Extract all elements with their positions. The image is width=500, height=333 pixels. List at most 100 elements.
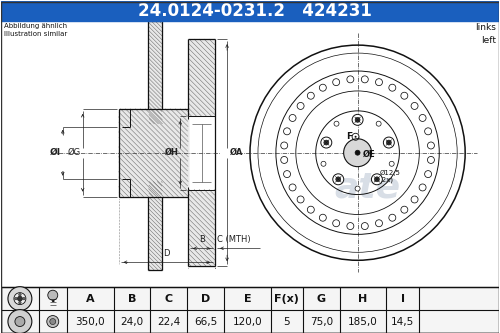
Text: 350,0: 350,0 [76,317,105,327]
Text: 24.0124-0231.2   424231: 24.0124-0231.2 424231 [138,2,372,20]
Circle shape [280,157,287,164]
Circle shape [289,184,296,191]
Text: 185,0: 185,0 [348,317,378,327]
Text: 66,5: 66,5 [194,317,218,327]
Circle shape [352,114,363,125]
Text: B: B [128,294,136,304]
Circle shape [18,293,21,296]
Text: ØG: ØG [68,148,80,157]
Circle shape [354,136,356,138]
Bar [1,1,499,21]
Circle shape [374,177,380,182]
Circle shape [47,316,58,328]
Circle shape [336,177,340,182]
Circle shape [386,140,392,145]
Circle shape [8,310,32,333]
Text: A: A [86,294,94,304]
Text: Abbildung ähnlich
Illustration similar: Abbildung ähnlich Illustration similar [4,23,67,37]
Circle shape [321,137,332,148]
Circle shape [362,222,368,229]
Circle shape [332,79,340,86]
Circle shape [48,290,58,300]
Text: C: C [165,294,173,304]
Circle shape [308,92,314,99]
Text: C (MTH): C (MTH) [217,235,251,244]
Text: H: H [358,294,368,304]
Circle shape [320,84,326,91]
Circle shape [401,206,408,213]
Text: ØH: ØH [164,148,178,157]
Text: G: G [316,294,326,304]
Circle shape [376,121,381,126]
Circle shape [347,76,354,83]
Circle shape [334,121,339,126]
Circle shape [344,139,371,166]
Circle shape [355,117,360,122]
Circle shape [18,296,22,301]
Circle shape [411,196,418,203]
Circle shape [424,170,432,177]
Circle shape [376,79,382,86]
Circle shape [401,92,408,99]
Text: E: E [244,294,252,304]
Text: ØA: ØA [230,148,243,157]
Circle shape [372,174,382,185]
Text: ØE: ØE [362,150,375,159]
Text: 75,0: 75,0 [310,317,333,327]
Text: links
left: links left [475,23,496,45]
Circle shape [419,184,426,191]
Circle shape [18,301,21,304]
Circle shape [308,206,314,213]
Circle shape [321,161,326,166]
Circle shape [428,157,434,164]
Circle shape [15,317,25,327]
Circle shape [284,128,290,135]
Circle shape [22,297,25,300]
Circle shape [376,220,382,227]
Circle shape [14,293,26,305]
Circle shape [355,186,360,191]
Circle shape [320,214,326,221]
Circle shape [280,142,287,149]
Circle shape [424,128,432,135]
Text: Ø12,5: Ø12,5 [380,169,400,176]
Text: D: D [201,294,210,304]
Circle shape [347,222,354,229]
Text: 120,0: 120,0 [232,317,262,327]
Text: 22,4: 22,4 [157,317,180,327]
Text: ate: ate [334,170,400,204]
Circle shape [419,115,426,122]
Text: ØI: ØI [50,148,60,157]
Circle shape [324,140,329,145]
Polygon shape [148,21,162,129]
Text: D: D [164,249,170,258]
Circle shape [8,287,32,311]
Polygon shape [118,109,188,196]
Circle shape [428,142,434,149]
Circle shape [355,150,360,155]
Text: B: B [199,235,204,244]
Text: 24,0: 24,0 [120,317,144,327]
Circle shape [289,115,296,122]
Circle shape [333,174,344,185]
Text: 5: 5 [284,317,290,327]
Circle shape [14,297,17,300]
Circle shape [384,137,394,148]
Circle shape [411,103,418,110]
Circle shape [389,161,394,166]
Text: I: I [50,292,55,305]
Circle shape [389,84,396,91]
Circle shape [284,170,290,177]
Text: (2x): (2x) [380,176,394,183]
Text: F(x): F(x) [274,294,299,304]
Text: F: F [346,132,352,141]
Polygon shape [148,176,162,270]
Text: I: I [401,294,405,304]
Text: 14,5: 14,5 [392,317,414,327]
Circle shape [297,196,304,203]
Circle shape [297,103,304,110]
Polygon shape [188,39,215,266]
Bar [1,287,499,333]
Circle shape [362,76,368,83]
Circle shape [332,220,340,227]
